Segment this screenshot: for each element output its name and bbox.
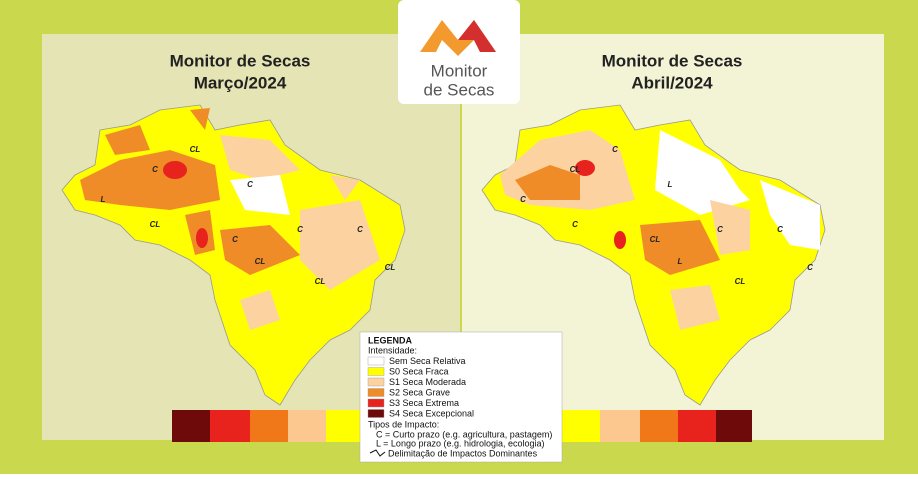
map-label: C xyxy=(357,225,363,234)
legend-swatch xyxy=(367,356,385,366)
logo-text: Monitor xyxy=(431,61,488,80)
legend-heading: Intensidade: xyxy=(368,345,417,355)
logo: Monitor de Secas xyxy=(398,0,520,104)
boundary-icon xyxy=(369,449,386,457)
strip-block xyxy=(288,410,326,442)
legend-swatch xyxy=(367,367,385,376)
map-subtitle: Março/2024 xyxy=(194,73,287,92)
strip-block xyxy=(326,410,360,442)
map-label: C xyxy=(232,235,238,244)
map-label: C xyxy=(572,220,578,229)
legend-box xyxy=(359,331,563,463)
map-label: C xyxy=(777,225,783,234)
map-label: CL xyxy=(315,277,326,286)
strip-block xyxy=(250,410,288,442)
map-title: Monitor de Secas xyxy=(170,51,311,70)
legend-label: S1 Seca Moderada xyxy=(389,377,466,387)
map-label: C xyxy=(717,225,723,234)
map-label: CL xyxy=(190,145,201,154)
strip-block xyxy=(210,410,250,442)
strip-block xyxy=(716,410,752,442)
map-title: Monitor de Secas xyxy=(602,51,743,70)
map-label: CL xyxy=(255,257,266,266)
map-label: CL xyxy=(650,235,661,244)
legend-swatch xyxy=(367,398,385,408)
legend-boundary: Delimitação de Impactos Dominantes xyxy=(388,448,538,458)
color-strip xyxy=(172,410,752,442)
map-label: CL xyxy=(570,165,581,174)
map-label: C xyxy=(520,195,526,204)
legend-heading: Tipos de Impacto: xyxy=(368,419,439,429)
map-label: C xyxy=(612,145,618,154)
map-label: CL xyxy=(385,263,396,272)
legend-label: S0 Seca Fraca xyxy=(389,366,449,376)
strip-block xyxy=(172,410,210,442)
strip-block xyxy=(562,410,600,442)
legend-impact: C = Curto prazo (e.g. agricultura, pasta… xyxy=(376,429,552,439)
legend-label: Sem Seca Relativa xyxy=(389,356,466,366)
map-april xyxy=(481,104,826,406)
legend-impact: L = Longo prazo (e.g. hidrologia, ecolog… xyxy=(376,438,545,448)
map-label: L xyxy=(678,257,683,266)
legend-label: S4 Seca Excepcional xyxy=(389,408,474,418)
map-label: C xyxy=(807,263,813,272)
map-label: C xyxy=(152,165,158,174)
map-subtitle: Abril/2024 xyxy=(631,73,713,92)
map-label: L xyxy=(668,180,673,189)
map-label: C xyxy=(297,225,303,234)
legend-swatch xyxy=(367,409,385,418)
map-label: CL xyxy=(150,220,161,229)
map-label: C xyxy=(247,180,253,189)
strip-block xyxy=(678,410,716,442)
legend-swatch xyxy=(367,388,385,397)
map-label: L xyxy=(101,195,106,204)
strip-block xyxy=(600,410,640,442)
map-march xyxy=(61,104,406,406)
legend-title: LEGENDA xyxy=(368,335,413,345)
legend-label: S3 Seca Extrema xyxy=(389,398,459,408)
map-label: CL xyxy=(735,277,746,286)
legend-swatch xyxy=(367,377,385,387)
legend-label: S2 Seca Grave xyxy=(389,387,450,397)
logo-text: de Secas xyxy=(424,80,495,99)
strip-block xyxy=(640,410,678,442)
